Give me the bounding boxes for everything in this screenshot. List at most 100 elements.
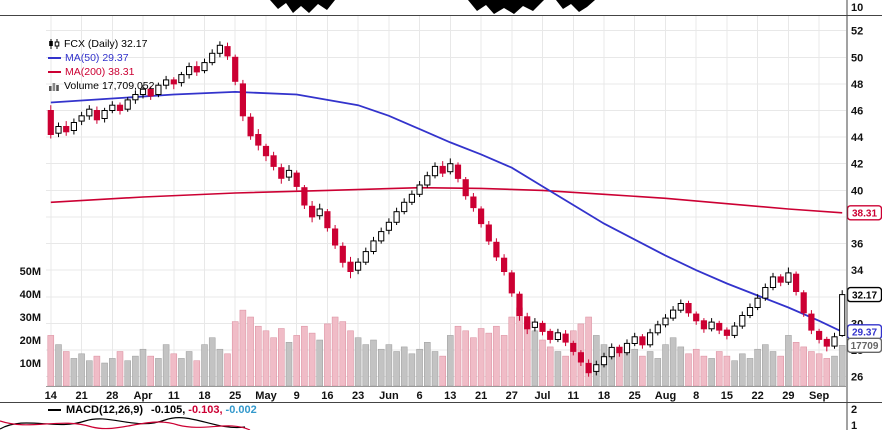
candle-body bbox=[493, 241, 500, 258]
candle-body bbox=[378, 231, 385, 242]
ma50-line-icon bbox=[48, 56, 61, 59]
candle-body bbox=[608, 346, 615, 358]
volume-bar bbox=[723, 355, 731, 387]
x-axis-label: Jul bbox=[535, 390, 551, 402]
candle-body bbox=[539, 322, 546, 332]
candle-body bbox=[478, 208, 485, 225]
macd-value: -0.105, bbox=[151, 404, 186, 416]
x-axis-label: 9 bbox=[294, 390, 300, 402]
volume-bar bbox=[531, 330, 539, 387]
candle-body bbox=[593, 364, 600, 372]
volume-bar bbox=[231, 321, 239, 387]
candle-body bbox=[839, 294, 846, 337]
volume-bar bbox=[362, 344, 370, 387]
volume-bar bbox=[393, 351, 400, 387]
candle-body bbox=[247, 116, 254, 137]
candle-body bbox=[754, 297, 761, 309]
volume-bar bbox=[124, 360, 131, 387]
candle-body bbox=[201, 62, 208, 72]
x-axis-label: May bbox=[255, 390, 277, 402]
candle-body bbox=[662, 317, 669, 326]
volume-bar bbox=[62, 351, 70, 387]
volume-axis-labels: 50M 40M 30M 20M 10M bbox=[20, 266, 41, 370]
candle-body bbox=[769, 276, 777, 288]
candle-body bbox=[316, 208, 323, 217]
macd-value: -0.002 bbox=[225, 404, 257, 416]
candle-body bbox=[70, 122, 78, 131]
volume-bar bbox=[447, 335, 454, 387]
candle-body bbox=[224, 46, 231, 57]
candle-body bbox=[362, 251, 369, 263]
candle-body bbox=[209, 52, 216, 64]
volume-bar bbox=[278, 328, 285, 387]
candle-body bbox=[746, 307, 754, 316]
x-axis-label: 21 bbox=[75, 390, 87, 402]
volume-bar bbox=[554, 351, 562, 387]
legend-symbol-label: FCX (Daily) 32.17 bbox=[64, 37, 148, 50]
candle-body bbox=[739, 315, 746, 327]
legend-ma200-label: MA(200) 38.31 bbox=[65, 65, 135, 78]
volume-bar bbox=[400, 346, 408, 387]
candle-body bbox=[339, 245, 346, 263]
x-axis-labels: 14 21 28 Apr 11 18 25 May 9 16 23 Jun 6 13 21 27 Jul 11 18… bbox=[45, 390, 830, 402]
candle-body bbox=[562, 333, 569, 343]
x-axis-label: 22 bbox=[751, 390, 763, 402]
candle-body bbox=[677, 303, 684, 311]
candle-body bbox=[232, 56, 239, 82]
volume-bar bbox=[462, 330, 469, 387]
volume-bar bbox=[239, 309, 247, 387]
macd-axis-label: 2 bbox=[851, 404, 857, 416]
macd-pane-fragment: 21 bbox=[0, 404, 857, 430]
candle-body bbox=[454, 164, 462, 179]
macd-line-red bbox=[0, 420, 251, 430]
volume-bar bbox=[731, 360, 738, 387]
volume-bar bbox=[316, 339, 323, 387]
volume-bar bbox=[777, 355, 784, 387]
volume-bar bbox=[78, 353, 85, 387]
candle-body bbox=[147, 88, 154, 97]
candle-body bbox=[385, 221, 392, 231]
candle-body bbox=[762, 287, 769, 299]
volume-bar bbox=[454, 325, 462, 387]
candle-body bbox=[193, 66, 200, 73]
candle-body bbox=[516, 293, 523, 317]
candle-body bbox=[116, 104, 124, 111]
candle-body bbox=[800, 292, 807, 314]
volume-bar bbox=[416, 348, 423, 387]
volume-bar bbox=[431, 351, 439, 387]
price-axis-labels: 525048464442403634302826 bbox=[851, 26, 864, 384]
candle-body bbox=[255, 134, 262, 146]
candle-body bbox=[823, 338, 830, 347]
candle-body bbox=[639, 336, 646, 346]
price-axis-label: 42 bbox=[851, 159, 863, 171]
x-axis-label: 14 bbox=[45, 390, 58, 402]
volume-axis-label: 20M bbox=[20, 335, 41, 347]
candle-body bbox=[554, 332, 561, 340]
candle-body bbox=[401, 201, 408, 213]
macd-line-black bbox=[0, 417, 246, 430]
candle-body bbox=[808, 313, 815, 331]
volume-bar bbox=[324, 323, 331, 387]
volume-bar bbox=[208, 337, 216, 387]
volume-axis-label: 50M bbox=[20, 266, 41, 278]
axis-badge-text: 32.17 bbox=[852, 290, 877, 301]
legend-ma50-row: MA(50) 29.37 bbox=[48, 51, 155, 64]
ma50-line bbox=[50, 90, 843, 333]
x-axis-label: 11 bbox=[567, 390, 579, 402]
volume-bar bbox=[831, 355, 838, 387]
candle-body bbox=[139, 88, 147, 95]
price-axis-label: 52 bbox=[851, 26, 863, 38]
macd-label: MACD(12,26,9) bbox=[66, 404, 144, 416]
candle-body bbox=[731, 325, 738, 336]
volume-bar bbox=[715, 351, 723, 387]
upper-pane-axis-label: 10 bbox=[851, 2, 863, 14]
candle-body bbox=[431, 165, 439, 177]
volume-bar bbox=[155, 358, 162, 387]
x-axis-label: Jun bbox=[379, 390, 399, 402]
candle-body bbox=[631, 336, 638, 344]
candle-body bbox=[777, 276, 784, 283]
volume-bar bbox=[654, 358, 662, 387]
